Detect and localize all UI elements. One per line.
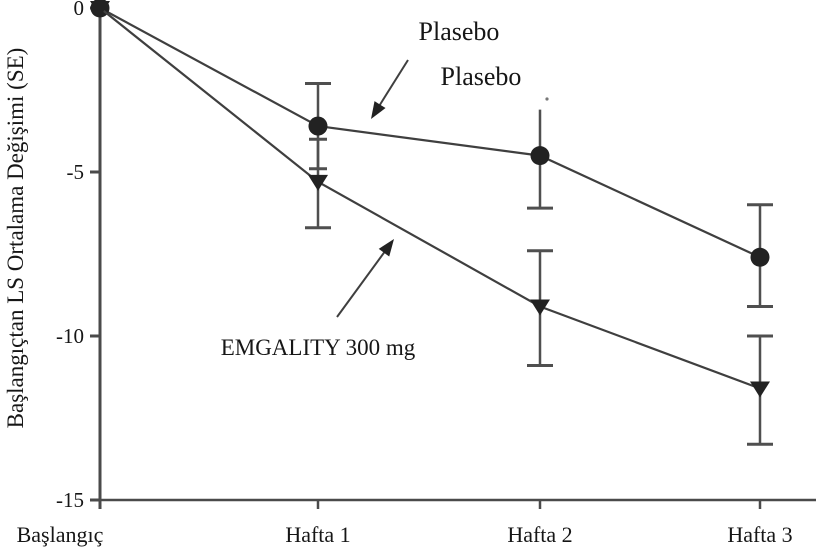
data-point-plasebo-hafta-3 [750,247,770,267]
speck [545,97,549,101]
x-axis-label-hafta-1: Hafta 1 [285,522,350,547]
x-axis-label-hafta-2: Hafta 2 [507,522,572,547]
y-tick-label-15: -15 [56,488,84,512]
y-tick-label-10: -10 [56,324,84,348]
emgality-arrow-line [336,248,388,318]
data-point-emgality-300-mg-hafta-2 [530,299,550,316]
annotation-label-plasebo-0: Plasebo [419,17,500,46]
series-line-emgality-300-mg [99,7,761,390]
plasebo-arrow-head [371,101,386,119]
data-point-plasebo-hafta-1 [308,116,328,136]
emgality-arrow-head [378,239,394,257]
data-point-plasebo-hafta-2 [530,146,550,166]
annotation-label-emgality-300-mg-2: EMGALITY 300 mg [221,335,416,360]
data-point-emgality-300-mg-hafta-1 [308,174,328,191]
y-tick-label-5: -5 [67,160,85,184]
y-axis-title: Başlangıçtan LS Ortalama Değişimi (SE) [3,47,28,429]
x-axis-label-ba-lang: Başlangıç [17,522,104,547]
x-axis-label-hafta-3: Hafta 3 [727,522,792,547]
series-line-plasebo [99,7,761,259]
y-tick-label-0: 0 [74,0,85,20]
data-point-emgality-300-mg-hafta-3 [750,381,770,398]
annotation-label-plasebo-1: Plasebo [441,62,522,91]
plasebo-arrow-line [377,59,409,109]
data-point-emgality-300-mg-ba-lang [90,1,110,17]
